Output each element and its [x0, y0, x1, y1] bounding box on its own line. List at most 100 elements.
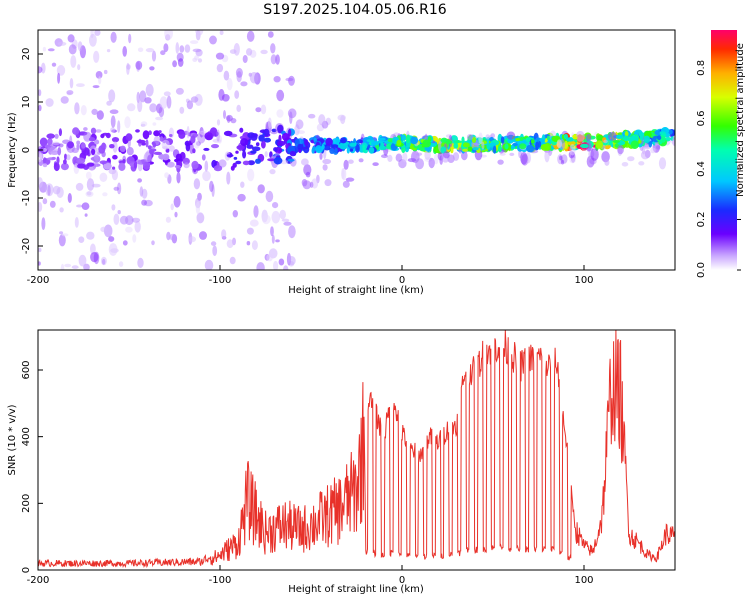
heatmap-cell: [190, 135, 196, 144]
heatmap-cell: [283, 221, 292, 226]
heatmap-cell: [233, 156, 238, 160]
heatmap-cell: [235, 67, 243, 78]
heatmap-cell: [349, 142, 357, 147]
heatmap-cell: [233, 43, 240, 56]
heatmap-cell: [108, 243, 118, 256]
heatmap-cell: [226, 171, 231, 185]
heatmap-cell: [345, 177, 355, 182]
heatmap-cell: [57, 41, 67, 46]
heatmap-cell: [337, 114, 346, 121]
heatmap-cell: [145, 83, 154, 97]
heatmap-cell: [86, 162, 95, 167]
heatmap-cell: [190, 96, 199, 103]
heatmap-cell: [96, 110, 104, 120]
heatmap-cell: [263, 128, 270, 137]
heatmap-cell: [173, 196, 181, 208]
heatmap-cell: [159, 96, 168, 109]
heatmap-cell: [100, 256, 107, 266]
heatmap-cell: [630, 140, 639, 149]
heatmap-cell: [142, 130, 150, 140]
heatmap-cell: [355, 143, 360, 153]
heatmap-cell: [616, 134, 623, 140]
heatmap-cell: [650, 147, 656, 154]
heatmap-cell: [370, 141, 380, 146]
heatmap-cell: [378, 137, 386, 141]
heatmap-cell: [126, 147, 134, 156]
heatmap-cell: [247, 160, 255, 166]
heatmap-cell: [137, 47, 144, 53]
heatmap-cell: [149, 103, 157, 113]
heatmap-cell: [94, 30, 101, 36]
heatmap-cell: [193, 140, 200, 149]
heatmap-cell: [232, 210, 238, 218]
heatmap-cell: [249, 219, 259, 227]
heatmap-cell: [161, 139, 170, 150]
heatmap-cell: [289, 111, 293, 124]
heatmap-cell: [178, 130, 186, 139]
heatmap-cell: [147, 145, 152, 150]
heatmap-cell: [90, 243, 96, 255]
heatmap-cell: [315, 145, 322, 152]
heatmap-cell: [211, 144, 219, 149]
snr-panel: -200 -100 0 100 0 200 400 600 Height of straig…: [7, 329, 676, 595]
heatmap-cell: [95, 129, 102, 133]
heatmap-cell: [242, 150, 247, 159]
heatmap-cell: [112, 166, 116, 170]
heatmap-cells: [38, 30, 675, 270]
heatmap-cell: [152, 142, 157, 148]
heatmap-cell: [656, 145, 661, 150]
heatmap-cell: [84, 213, 88, 217]
x-tick-label: -100: [209, 575, 232, 586]
heatmap-cell: [526, 144, 535, 153]
heatmap-cell: [137, 159, 147, 165]
heatmap-cell: [163, 91, 171, 97]
heatmap-cell: [256, 262, 265, 270]
heatmap-cell: [101, 142, 106, 149]
heatmap-cell: [458, 147, 462, 154]
heatmap-cell: [155, 116, 164, 121]
heatmap-cell: [117, 120, 121, 133]
heatmap-cell: [270, 54, 277, 65]
heatmap-cell: [144, 97, 152, 104]
heatmap-cell: [98, 76, 102, 85]
heatmap-cell: [339, 142, 348, 150]
heatmap-cell: [76, 204, 83, 208]
colorbar-tick-label: 0.0: [696, 262, 707, 278]
heatmap-cell: [204, 160, 209, 172]
heatmap-cell: [174, 165, 181, 169]
heatmap-cell: [108, 89, 116, 103]
heatmap-cell: [45, 183, 54, 197]
heatmap-cell: [223, 130, 233, 137]
heatmap-cell: [255, 158, 261, 164]
heatmap-cell: [60, 263, 65, 270]
snr-x-label: Height of straight line (km): [288, 584, 424, 595]
heatmap-cell: [612, 140, 620, 143]
heatmap-cell: [643, 135, 650, 144]
heatmap-cell: [49, 146, 58, 153]
heatmap-cell: [309, 181, 314, 188]
heatmap-cell: [261, 214, 271, 225]
heatmap-cell: [255, 107, 262, 113]
heatmap-cell: [67, 193, 72, 203]
heatmap-cell: [66, 154, 71, 161]
heatmap-cell: [80, 105, 87, 116]
heatmap-cell: [278, 258, 285, 266]
heatmap-cell: [52, 141, 60, 146]
heatmap-cell: [136, 139, 146, 144]
heatmap-cell: [260, 104, 267, 115]
heatmap-cell: [195, 201, 201, 215]
heatmap-cell: [199, 231, 207, 240]
heatmap-cell: [175, 87, 184, 95]
heatmap-cell: [302, 180, 312, 190]
heatmap-cell: [266, 253, 273, 262]
heatmap-cell: [202, 170, 211, 182]
heatmap-cell: [91, 148, 96, 155]
heatmap-cell: [595, 140, 603, 149]
heatmap-cell: [125, 226, 133, 233]
x-tick-label: -100: [209, 275, 232, 286]
heatmap-cell: [110, 31, 117, 43]
heatmap-cell: [226, 239, 234, 249]
heatmap-cell: [76, 157, 86, 164]
heatmap-cell: [172, 60, 178, 68]
heatmap-cell: [58, 234, 66, 247]
